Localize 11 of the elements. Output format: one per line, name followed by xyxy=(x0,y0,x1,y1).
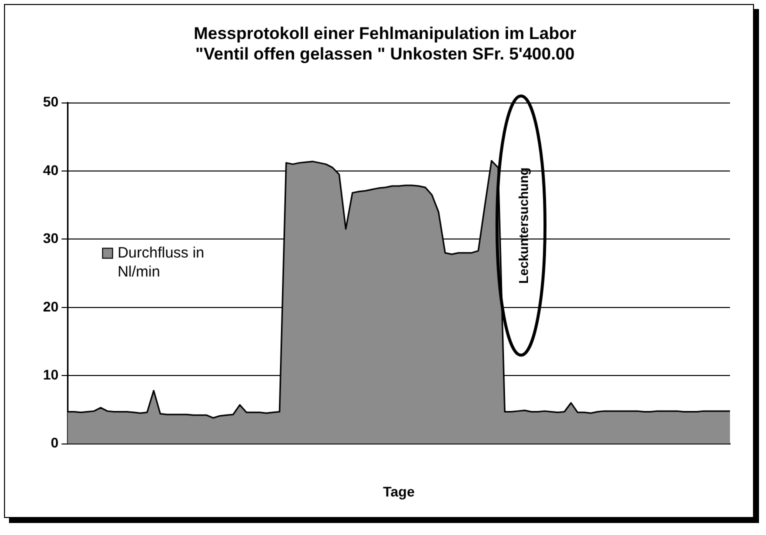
y-tick-label: 0 xyxy=(50,434,59,451)
text: Messprotokoll einer Fehlmanipulation im Labor xyxy=(194,24,576,43)
text: "Ventil offen gelassen " Unkosten SFr. 5'400.00 xyxy=(195,44,575,64)
y-tick-label: 40 xyxy=(42,162,59,178)
legend-label: Durchfluss in Nl/min xyxy=(118,244,204,280)
y-tick-label: 10 xyxy=(42,366,59,382)
annotation: Leckuntersuchung xyxy=(516,167,532,284)
y-tick-label: 50 xyxy=(42,94,59,110)
y-tick-label: 30 xyxy=(42,230,59,246)
x-axis-title: Tage xyxy=(382,483,415,500)
y-tick-label: 20 xyxy=(42,298,59,314)
